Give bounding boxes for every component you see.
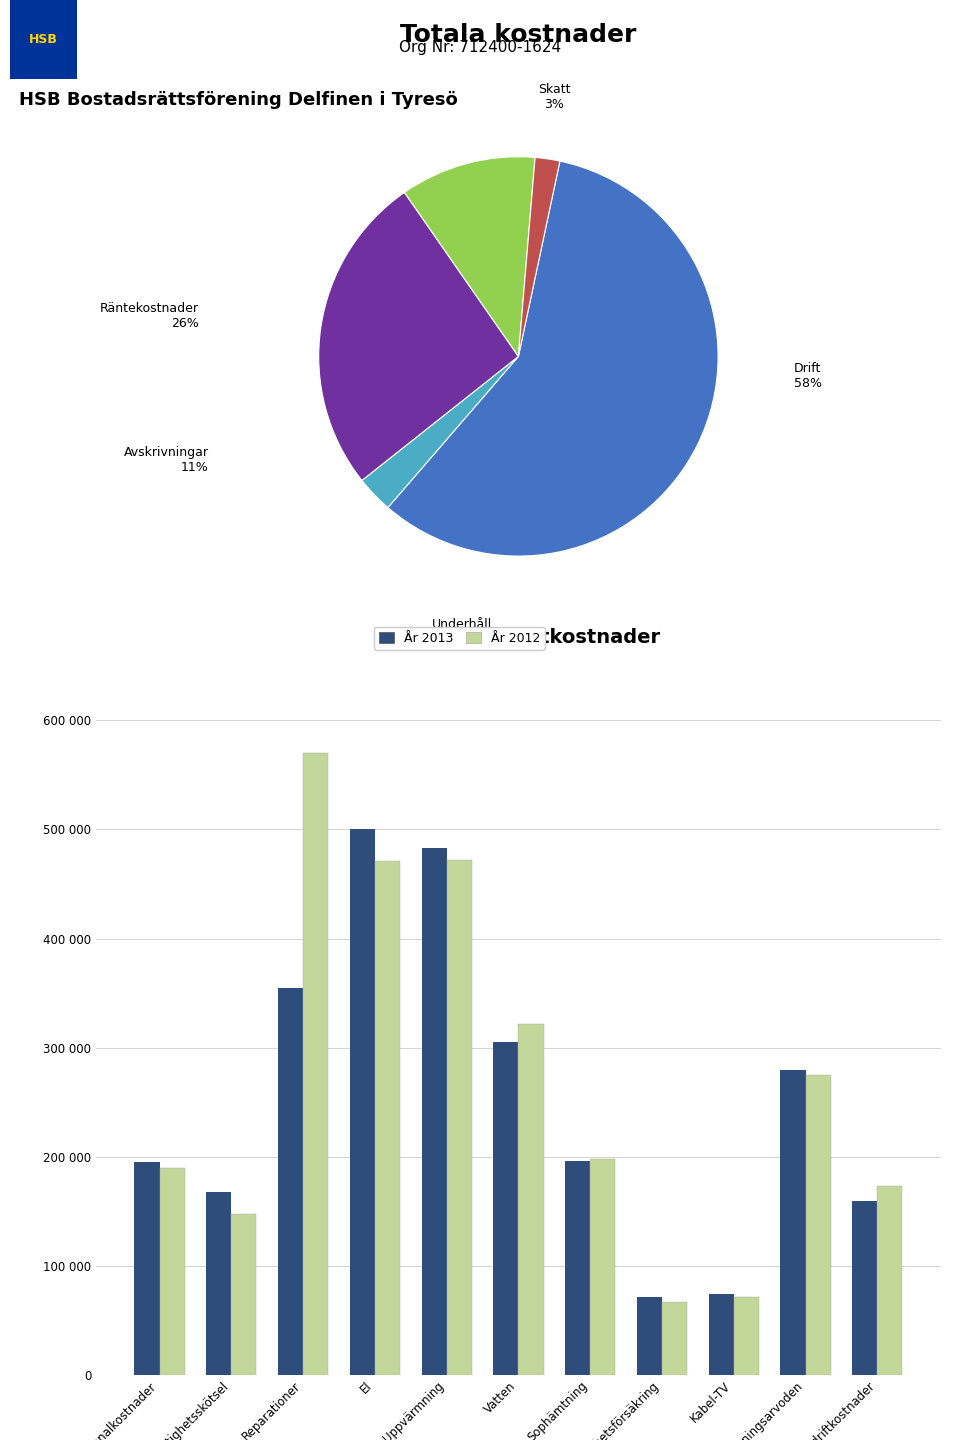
Bar	[662, 1302, 687, 1375]
Bar	[349, 829, 374, 1375]
Title: Fördelning driftkostnader: Fördelning driftkostnader	[377, 628, 660, 647]
Bar	[805, 1076, 830, 1375]
Bar	[278, 988, 303, 1375]
Text: HSB: HSB	[29, 33, 58, 46]
Text: Skatt
3%: Skatt 3%	[539, 84, 570, 111]
Bar	[303, 753, 328, 1375]
Legend: År 2013, År 2012: År 2013, År 2012	[373, 626, 545, 649]
Bar	[636, 1296, 662, 1375]
Bar	[565, 1161, 590, 1375]
Title: Totala kostnader: Totala kostnader	[400, 23, 636, 48]
Bar	[780, 1070, 805, 1375]
Text: HSB Bostadsrättsförening Delfinen i Tyresö: HSB Bostadsrättsförening Delfinen i Tyre…	[19, 91, 458, 109]
Wedge shape	[362, 357, 518, 507]
Wedge shape	[388, 161, 718, 556]
Wedge shape	[518, 157, 560, 357]
Wedge shape	[319, 193, 518, 481]
Bar	[708, 1295, 733, 1375]
Text: Underhåll
2%: Underhåll 2%	[432, 618, 492, 647]
Bar	[374, 861, 400, 1375]
Bar	[590, 1159, 615, 1375]
Bar	[877, 1187, 902, 1375]
Bar	[446, 860, 471, 1375]
Bar	[421, 848, 446, 1375]
Bar	[493, 1043, 518, 1375]
Bar	[852, 1201, 877, 1375]
Text: Org Nr: 712400-1624: Org Nr: 712400-1624	[399, 40, 561, 55]
Bar	[206, 1192, 231, 1375]
Bar	[231, 1214, 256, 1375]
Wedge shape	[404, 157, 535, 357]
Text: Drift
58%: Drift 58%	[794, 363, 822, 390]
Bar	[733, 1296, 758, 1375]
Bar	[159, 1168, 184, 1375]
Bar	[518, 1024, 543, 1375]
Bar	[134, 1162, 159, 1375]
Text: Räntekostnader
26%: Räntekostnader 26%	[100, 302, 199, 330]
Text: Avskrivningar
11%: Avskrivningar 11%	[124, 446, 209, 474]
